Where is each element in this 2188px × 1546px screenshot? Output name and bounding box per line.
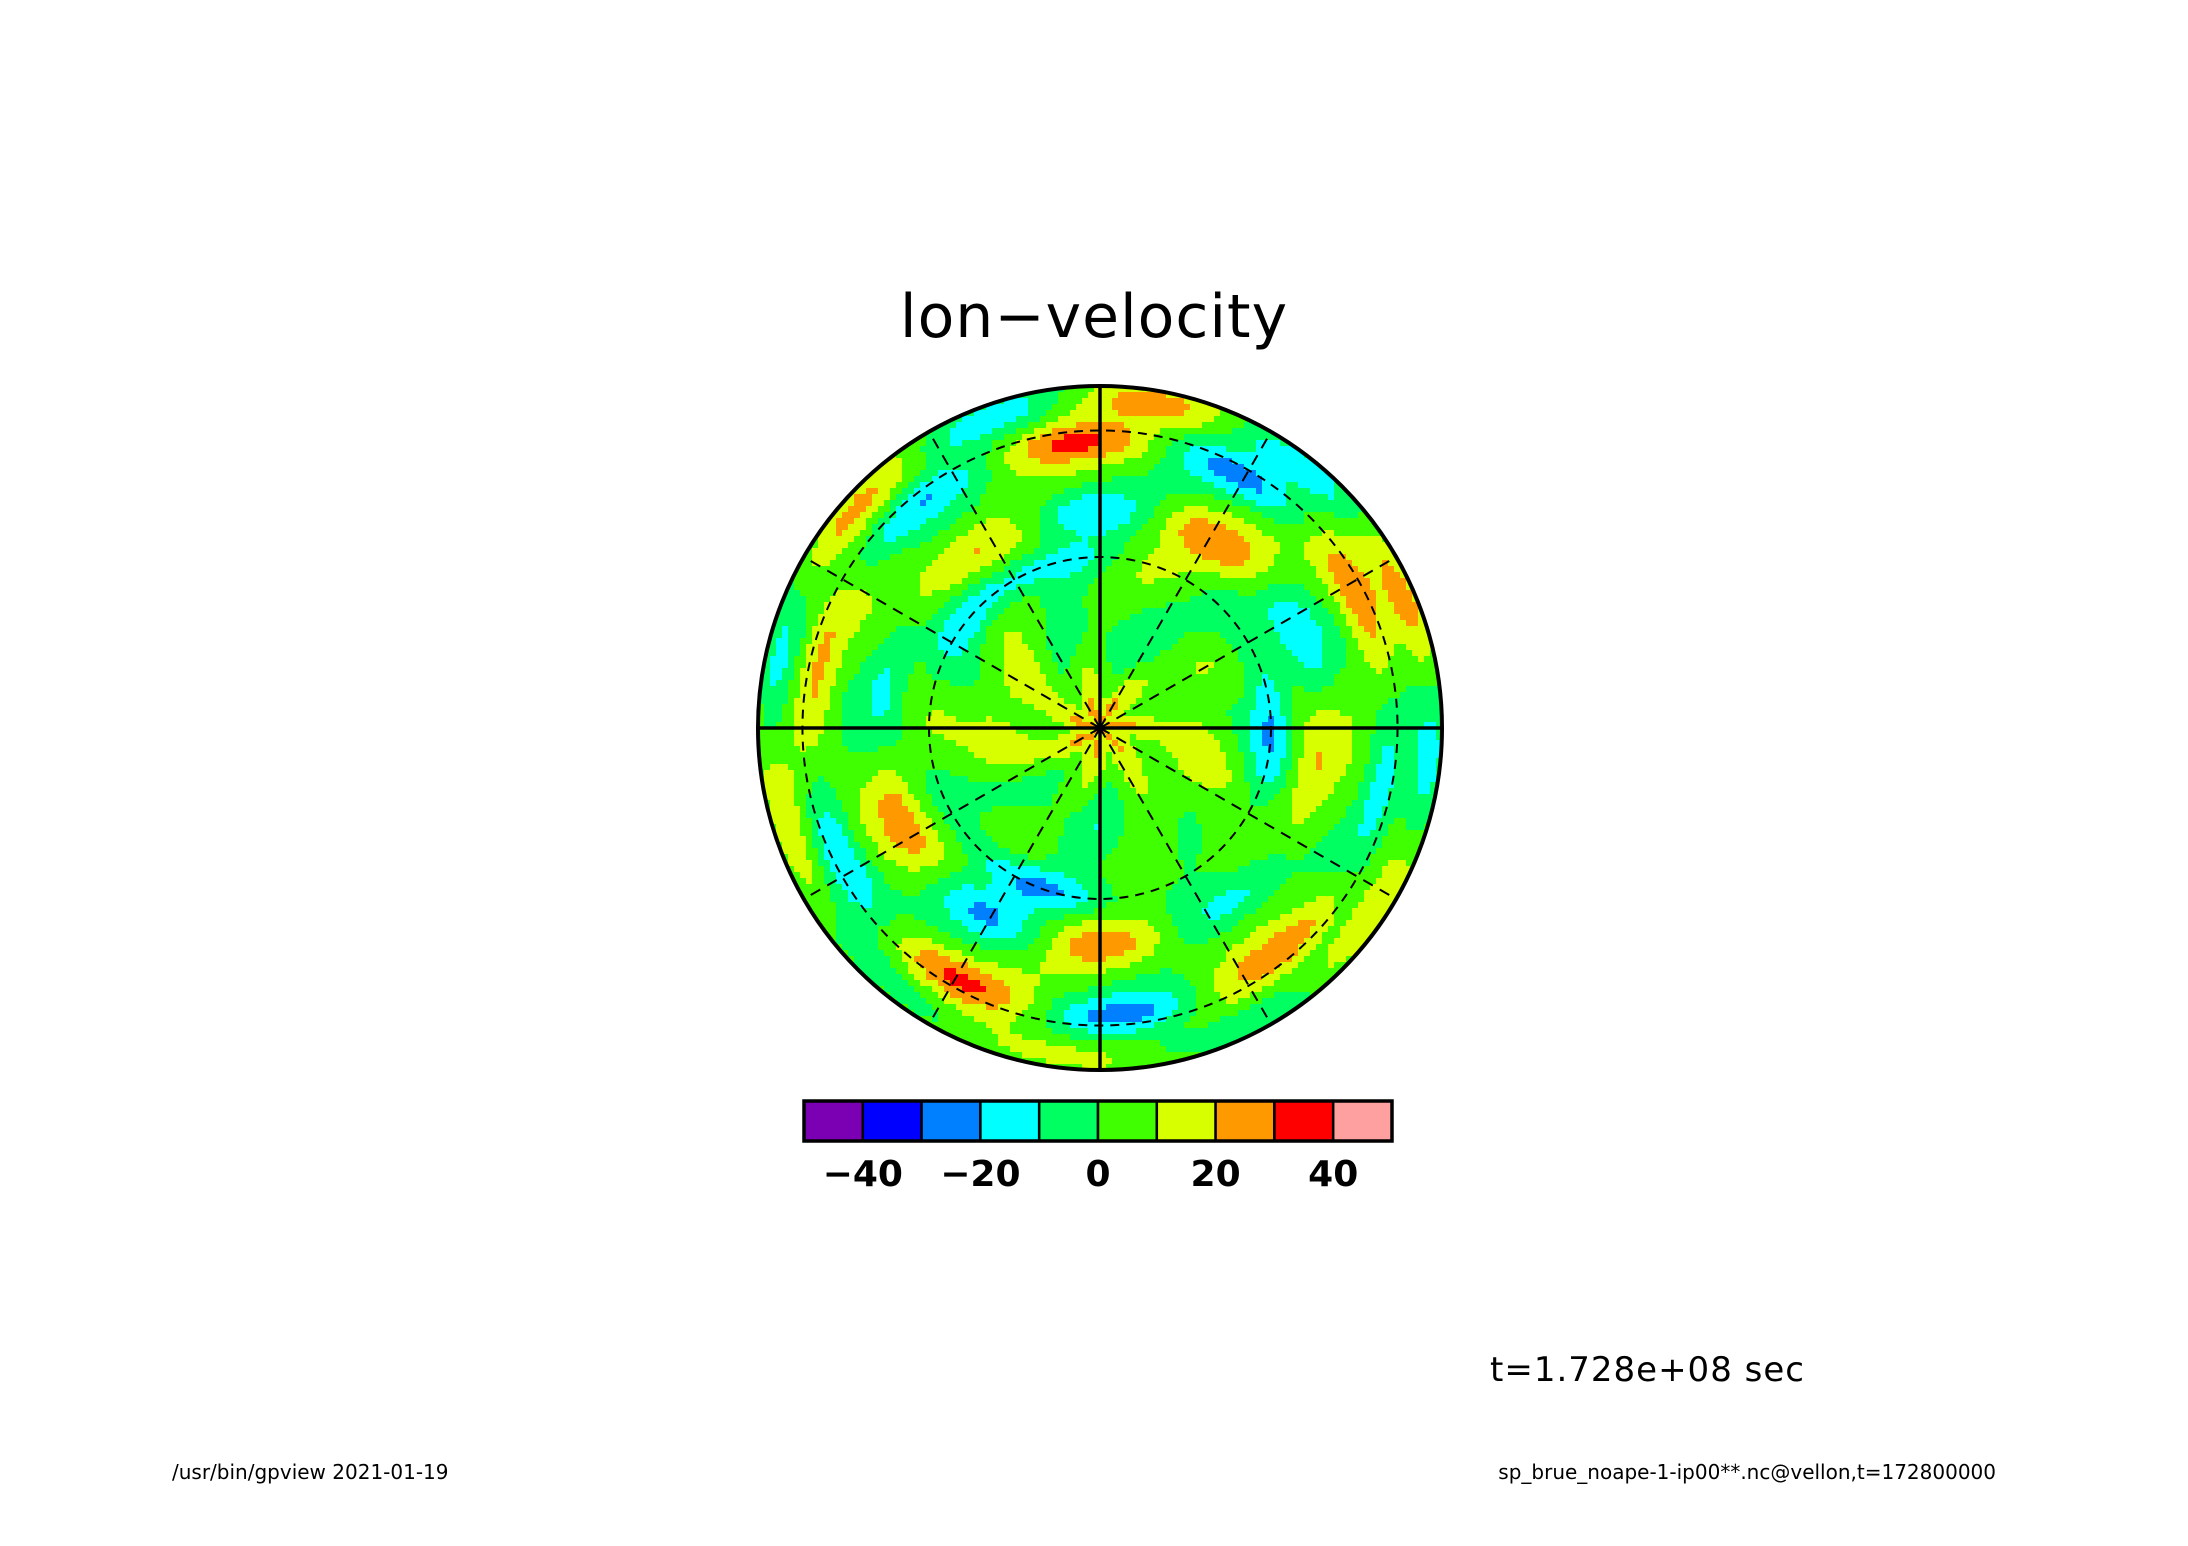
meridian-line (1099, 727, 1397, 900)
meridian-line (803, 556, 1101, 729)
colorbar-frame (802, 1099, 1394, 1143)
colorbar-swatch-3 (979, 1099, 1041, 1143)
colorbar-tick-label: 40 (1308, 1154, 1358, 1195)
colorbar-swatch-8 (1273, 1099, 1335, 1143)
colorbar-swatch-6 (1155, 1099, 1217, 1143)
colorbar-swatch-9 (1331, 1099, 1394, 1143)
meridian-line (1099, 727, 1272, 1025)
meridian-line (1099, 556, 1397, 729)
plot-outline (756, 384, 1444, 1072)
colorbar-swatch-7 (1214, 1099, 1276, 1143)
footer-program-date: /usr/bin/gpview 2021-01-19 (172, 1460, 449, 1484)
meridian-line (928, 431, 1101, 729)
meridian-line (928, 727, 1101, 1025)
colorbar-tick-label: −40 (823, 1154, 903, 1195)
colorbar-swatch-1 (861, 1099, 923, 1143)
time-label: t=1.728e+08 sec (1490, 1350, 1805, 1390)
colorbar-swatch-0 (802, 1099, 865, 1143)
colorbar-swatch-4 (1037, 1099, 1100, 1143)
chart-title: lon−velocity (899, 282, 1289, 352)
meridian-line (803, 727, 1101, 900)
colorbar-swatch-5 (1096, 1099, 1159, 1143)
colorbar-tick-label: −20 (940, 1154, 1020, 1195)
colorbar-tick-label: 20 (1191, 1154, 1241, 1195)
meridian-line (1099, 431, 1272, 729)
footer-file-info: sp_brue_noape-1-ip00**.nc@vellon,t=17280… (1498, 1460, 1996, 1484)
colorbar-swatch-2 (920, 1099, 982, 1143)
colorbar-tick-label: 0 (1085, 1154, 1110, 1195)
